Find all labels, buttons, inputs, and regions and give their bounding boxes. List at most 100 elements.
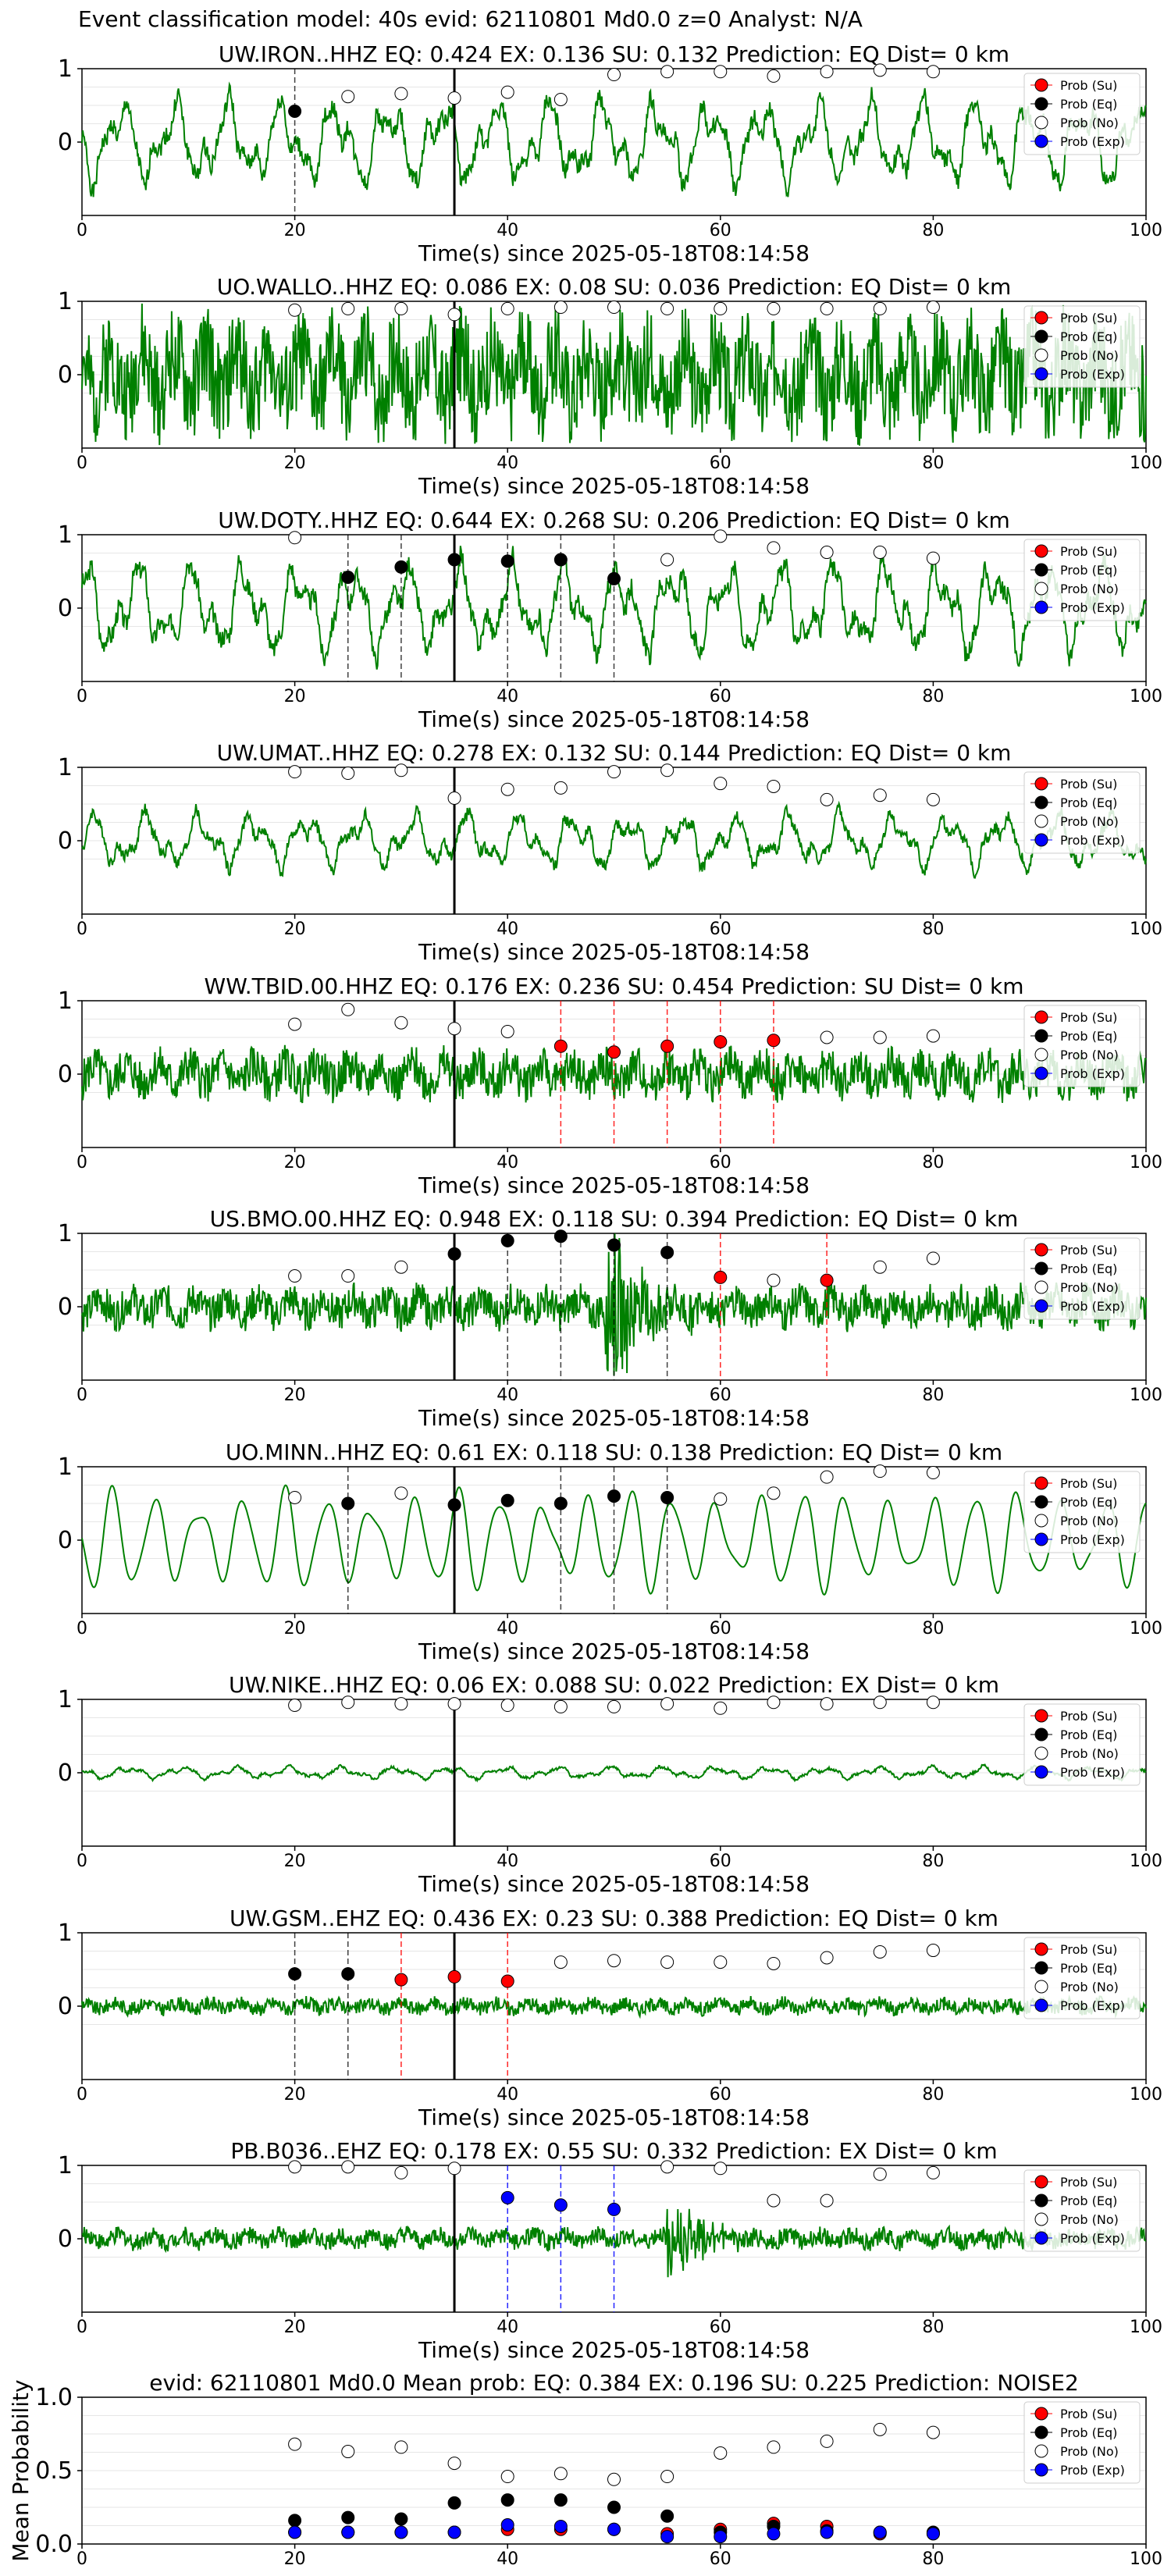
waveform-trace (81, 1994, 1147, 2019)
mean-prob-point (288, 2437, 302, 2451)
y-tick-label: 1 (58, 521, 73, 549)
x-tick-label: 0 (77, 221, 87, 240)
legend-label: Prob (Su) (1060, 1243, 1117, 1258)
prob-marker-no (607, 765, 621, 779)
prob-marker-no (341, 90, 355, 104)
prob-marker-no (767, 1695, 781, 1710)
prob-marker-su (447, 1969, 461, 1984)
y-tick-label: 0 (58, 827, 73, 855)
prob-marker-no (447, 308, 461, 322)
mean-prob-point (873, 2422, 887, 2436)
x-tick-label: 60 (710, 920, 731, 939)
prob-marker-no (926, 1695, 940, 1710)
legend-frame (1023, 1937, 1141, 2019)
x-tick-label: 0 (77, 1153, 87, 1172)
prob-marker-no (660, 1955, 674, 1969)
x-tick-label: 100 (1130, 2549, 1162, 2569)
legend-label: Prob (Eq) (1060, 1495, 1117, 1510)
prob-marker-no (820, 792, 834, 806)
mean-prob-point (341, 2525, 355, 2539)
station-panel: UO.MINN..HHZ EQ: 0.61 EX: 0.118 SU: 0.13… (58, 1439, 1162, 1664)
prob-marker-no (288, 531, 302, 545)
prob-marker-no (767, 1956, 781, 1970)
y-tick-label: 1 (58, 2152, 73, 2179)
y-axis-label: Mean Probability (8, 2379, 34, 2561)
prob-marker-no (394, 763, 408, 777)
prob-marker-no (714, 529, 728, 543)
legend-label: Prob (Eq) (1060, 1029, 1117, 1044)
waveform-trace (81, 81, 1147, 197)
y-tick-label: 0 (58, 1993, 73, 2020)
prob-marker-eq (288, 105, 302, 119)
prob-marker-no (873, 63, 887, 77)
legend-label: Prob (Eq) (1060, 2194, 1117, 2208)
legend-marker (1034, 600, 1048, 614)
mean-prob-point (394, 2440, 408, 2454)
prob-marker-no (767, 69, 781, 83)
prob-marker-no (553, 781, 568, 795)
x-tick-label: 40 (497, 1852, 518, 1871)
prob-marker-no (820, 1470, 834, 1484)
prob-marker-eq (553, 1229, 568, 1244)
x-tick-label: 100 (1130, 687, 1162, 706)
panel-title: UW.UMAT..HHZ EQ: 0.278 EX: 0.132 SU: 0.1… (217, 740, 1012, 766)
prob-marker-exp (500, 2190, 514, 2204)
legend-label: Prob (Exp) (1060, 1066, 1125, 1081)
mean-prob-point (820, 2434, 834, 2448)
legend: Prob (Su) Prob (Eq) Prob (No) Prob (Exp) (1023, 2401, 1141, 2484)
legend: Prob (Su) Prob (Eq) Prob (No) Prob (Exp) (1023, 1703, 1141, 1786)
x-tick-label: 60 (710, 1852, 731, 1871)
legend-marker (1034, 563, 1048, 577)
panel-title: WW.TBID.00.HHZ EQ: 0.176 EX: 0.236 SU: 0… (205, 973, 1024, 999)
legend-label: Prob (Eq) (1060, 1727, 1117, 1742)
mean-prob-point (500, 2518, 514, 2532)
legend-marker (1034, 97, 1048, 111)
mean-prob-point (714, 2446, 728, 2460)
legend-marker (1034, 795, 1048, 809)
prob-marker-no (553, 1699, 568, 1713)
prob-marker-no (607, 1699, 621, 1713)
prob-marker-no (500, 1024, 514, 1038)
x-tick-label: 60 (710, 221, 731, 240)
prob-marker-no (553, 1955, 568, 1969)
x-tick-label: 80 (922, 2318, 944, 2337)
legend-label: Prob (Eq) (1060, 2425, 1117, 2440)
prob-marker-eq (500, 554, 514, 568)
prob-marker-no (288, 1699, 302, 1713)
legend-label: Prob (Su) (1060, 1476, 1117, 1491)
prob-marker-su (500, 1974, 514, 1988)
legend-label: Prob (No) (1060, 1980, 1119, 1994)
x-tick-label: 0 (77, 2549, 87, 2569)
prob-marker-eq (553, 1496, 568, 1510)
x-tick-label: 60 (710, 1153, 731, 1172)
legend-label: Prob (Su) (1060, 1942, 1117, 1957)
y-tick-label: 0.0 (35, 2531, 73, 2558)
legend-marker (1034, 2194, 1048, 2208)
prob-marker-no (926, 551, 940, 565)
legend-label: Prob (Exp) (1060, 833, 1125, 848)
legend-label: Prob (Exp) (1060, 367, 1125, 382)
legend-marker (1034, 1514, 1048, 1528)
legend: Prob (Su) Prob (Eq) Prob (No) Prob (Exp) (1023, 2169, 1141, 2252)
prob-marker-no (820, 546, 834, 560)
x-tick-label: 80 (922, 454, 944, 473)
legend-label: Prob (Eq) (1060, 563, 1117, 578)
prob-marker-no (447, 791, 461, 805)
legend-frame (1023, 539, 1141, 621)
prob-marker-eq (341, 1496, 355, 1510)
y-tick-label: 1.0 (35, 2384, 73, 2411)
prob-marker-no (873, 788, 887, 802)
legend-label: Prob (Eq) (1060, 97, 1117, 112)
prob-marker-no (341, 1269, 355, 1283)
legend-marker (1034, 1280, 1048, 1294)
legend-marker (1034, 544, 1048, 558)
prob-marker-eq (553, 553, 568, 567)
x-tick-label: 60 (710, 2318, 731, 2337)
mean-prob-point (341, 2510, 355, 2524)
x-tick-label: 40 (497, 221, 518, 240)
legend-marker (1034, 1261, 1048, 1276)
legend: Prob (Su) Prob (Eq) Prob (No) Prob (Exp) (1023, 1471, 1141, 1553)
x-tick-label: 80 (922, 1852, 944, 1871)
legend-label: Prob (No) (1060, 116, 1119, 130)
